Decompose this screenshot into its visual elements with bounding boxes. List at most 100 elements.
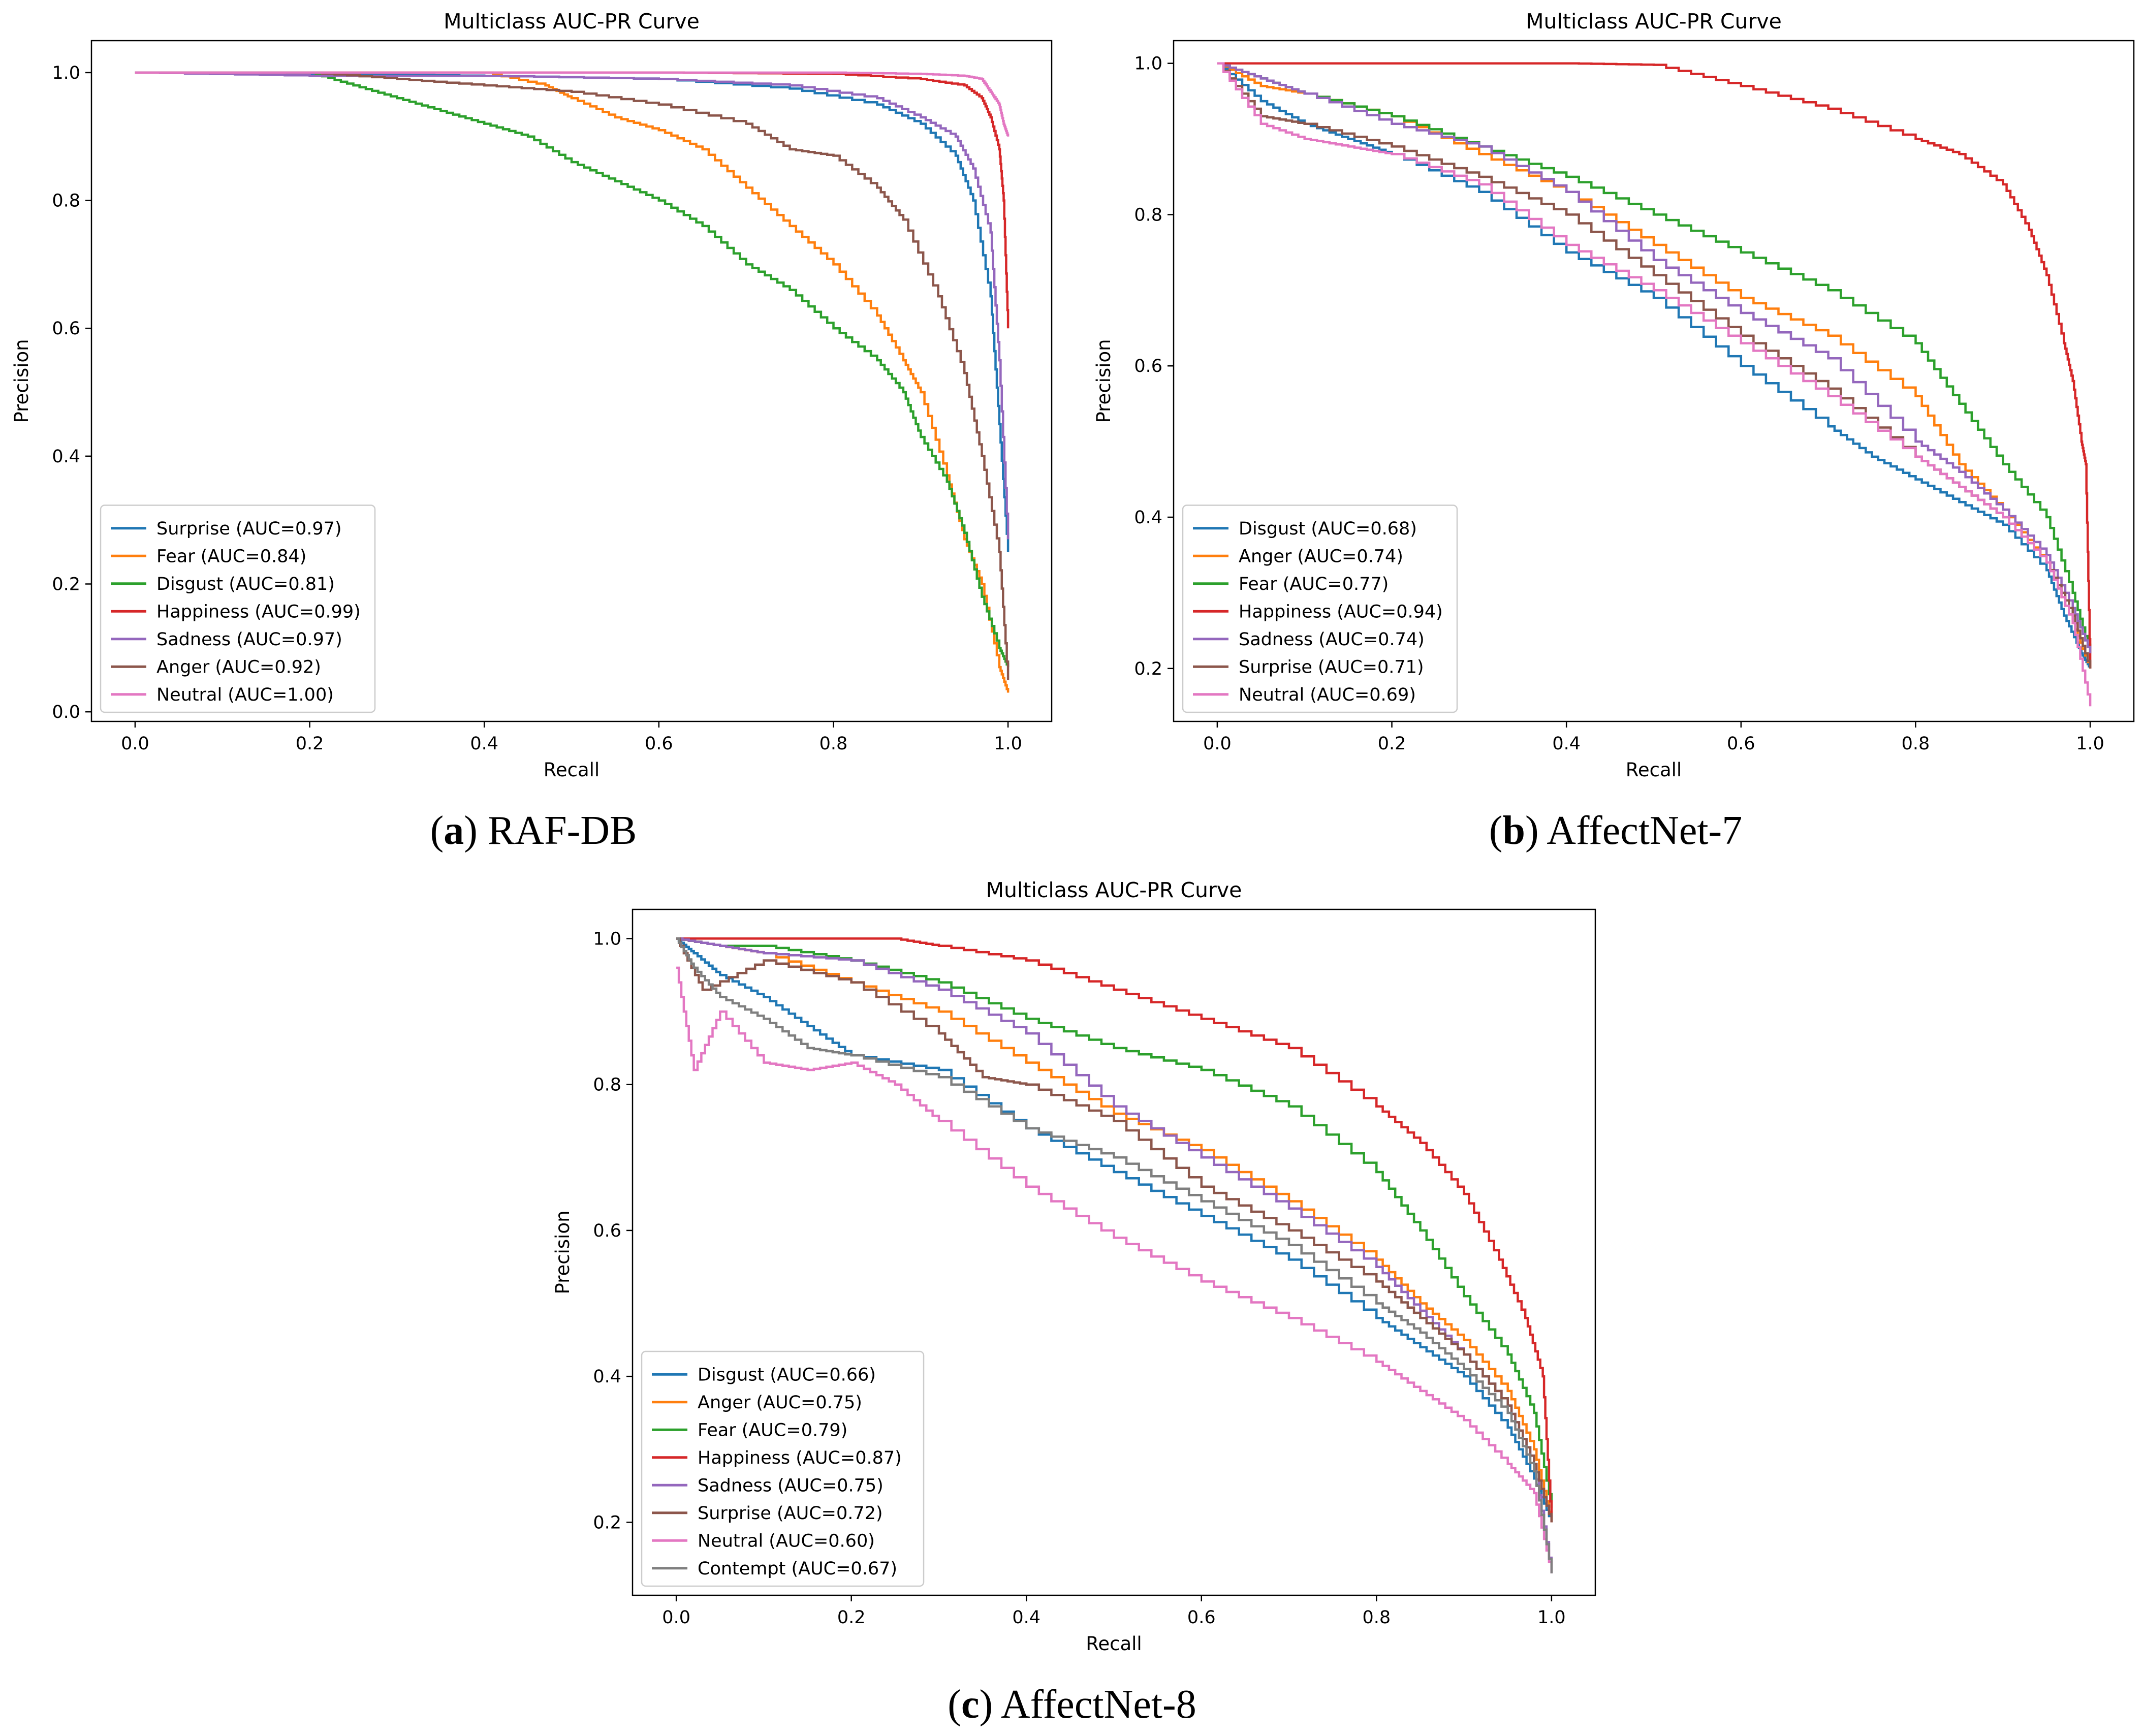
series-line-anger xyxy=(135,71,1010,680)
caption-a-text: RAF-DB xyxy=(487,808,637,853)
y-axis-label: Precision xyxy=(552,1210,574,1294)
legend: Disgust (AUC=0.66) Anger (AUC=0.75) Fear (… xyxy=(641,1350,925,1587)
y-tick-label: 0.2 xyxy=(52,574,80,594)
y-tick-label: 0.2 xyxy=(593,1512,621,1533)
y-tick-label: 0.4 xyxy=(52,447,80,467)
caption-b-text: AffectNet-7 xyxy=(1547,808,1743,853)
x-tick-label: 0.2 xyxy=(1378,734,1406,754)
legend-label: Fear (AUC=0.79) xyxy=(698,1420,847,1440)
y-axis-label: Precision xyxy=(11,339,33,423)
chart-panel-c: 0.0 0.2 0.4 0.6 0.8 1.0 0.2 0.4 0.6 0.8 1.0 Multicl… xyxy=(552,878,1596,1655)
legend-label: Fear (AUC=0.77) xyxy=(1239,574,1389,594)
x-tick-label: 0.8 xyxy=(1362,1607,1391,1628)
x-tick-label: 0.0 xyxy=(662,1607,690,1628)
caption-a-letter: a xyxy=(444,808,464,853)
legend-box xyxy=(1182,504,1458,713)
x-axis-label: Recall xyxy=(1626,759,1682,781)
x-tick-label: 1.0 xyxy=(994,734,1022,754)
legend: Disgust (AUC=0.68) Anger (AUC=0.74) Fear (… xyxy=(1182,504,1458,713)
series-line-neutral xyxy=(1217,62,2092,707)
x-tick-label: 0.8 xyxy=(1902,734,1930,754)
legend-label: Surprise (AUC=0.72) xyxy=(698,1503,883,1524)
legend-label: Anger (AUC=0.75) xyxy=(698,1393,862,1413)
x-tick-label: 0.8 xyxy=(819,734,848,754)
legend-label: Happiness (AUC=0.99) xyxy=(156,602,361,622)
series-line-neutral xyxy=(135,71,1010,137)
series-line-contempt xyxy=(676,937,1553,1573)
series-line-neutral xyxy=(676,966,1553,1573)
legend-box xyxy=(100,504,376,713)
legend-label: Disgust (AUC=0.68) xyxy=(1239,519,1417,539)
caption-c-text: AffectNet-8 xyxy=(1000,1682,1196,1727)
x-tick-label: 0.6 xyxy=(1727,734,1755,754)
series-lines xyxy=(1217,62,2092,707)
x-tick-label: 0.6 xyxy=(1187,1607,1216,1628)
series-line-fear xyxy=(676,937,1553,1508)
series-line-disgust xyxy=(135,71,1010,668)
x-axis-label: Recall xyxy=(1086,1633,1142,1655)
caption-c-letter: c xyxy=(961,1682,980,1727)
legend-label: Anger (AUC=0.74) xyxy=(1239,546,1403,566)
axes-frame xyxy=(632,908,1596,1596)
x-tick-label: 0.4 xyxy=(470,734,498,754)
series-line-happiness xyxy=(1217,62,2092,669)
y-tick-label: 0.4 xyxy=(593,1367,621,1387)
x-tick-label: 0.0 xyxy=(121,734,149,754)
y-tick-label: 0.8 xyxy=(1134,205,1162,225)
series-lines xyxy=(135,71,1010,693)
y-tick-label: 1.0 xyxy=(52,63,80,83)
series-lines xyxy=(676,937,1553,1573)
legend-box xyxy=(641,1350,925,1587)
y-tick-label: 0.6 xyxy=(1134,356,1162,376)
chart-title: Multiclass AUC-PR Curve xyxy=(444,9,700,34)
chart-panel-a: 0.0 0.2 0.4 0.6 0.8 1.0 0.0 0.2 0.4 0.6 0.8 1.0 Mult… xyxy=(11,9,1053,781)
chart-panel-b: 0.0 0.2 0.4 0.6 0.8 1.0 0.2 0.4 0.6 0.8 1.0 Multicl… xyxy=(1093,9,2135,781)
x-tick-label: 0.2 xyxy=(296,734,324,754)
y-tick-label: 0.6 xyxy=(52,319,80,339)
legend-label: Sadness (AUC=0.97) xyxy=(156,629,342,650)
legend: Surprise (AUC=0.97) Fear (AUC=0.84) Disgus… xyxy=(100,504,376,713)
legend-label: Sadness (AUC=0.75) xyxy=(698,1475,884,1496)
legend-label: Fear (AUC=0.84) xyxy=(156,546,306,566)
y-tick-label: 0.2 xyxy=(1134,659,1162,679)
legend-label: Surprise (AUC=0.71) xyxy=(1239,657,1424,677)
legend-label: Disgust (AUC=0.81) xyxy=(156,574,335,594)
y-tick-label: 0.4 xyxy=(1134,508,1162,528)
x-tick-label: 0.4 xyxy=(1012,1607,1041,1628)
y-tick-label: 0.8 xyxy=(52,191,80,211)
y-tick-label: 1.0 xyxy=(593,929,621,949)
legend-label: Disgust (AUC=0.66) xyxy=(698,1365,876,1385)
series-line-happiness xyxy=(676,937,1553,1523)
x-tick-label: 0.0 xyxy=(1203,734,1232,754)
legend-label: Surprise (AUC=0.97) xyxy=(156,519,342,539)
series-line-sadness xyxy=(1217,62,2092,653)
y-tick-label: 1.0 xyxy=(1134,54,1162,74)
legend-label: Happiness (AUC=0.94) xyxy=(1239,602,1443,622)
chart-title: Multiclass AUC-PR Curve xyxy=(986,878,1242,902)
y-axis-label: Precision xyxy=(1093,339,1115,423)
x-tick-label: 0.2 xyxy=(837,1607,866,1628)
x-tick-label: 0.4 xyxy=(1552,734,1581,754)
caption-b: (b) AffectNet-7 xyxy=(1489,808,1743,853)
y-tick-label: 0.8 xyxy=(593,1075,621,1095)
series-line-sadness xyxy=(135,71,1010,540)
axes-frame xyxy=(90,40,1053,722)
legend-label: Happiness (AUC=0.87) xyxy=(698,1448,902,1468)
caption-a: (a) RAF-DB xyxy=(430,808,637,853)
legend-label: Anger (AUC=0.92) xyxy=(156,657,321,677)
series-line-disgust xyxy=(1217,62,2092,669)
series-line-disgust xyxy=(676,937,1553,1523)
x-tick-label: 1.0 xyxy=(2076,734,2104,754)
x-tick-label: 0.6 xyxy=(645,734,673,754)
axes-frame xyxy=(1173,40,2135,722)
legend-label: Neutral (AUC=0.69) xyxy=(1239,685,1416,705)
caption-c: (c) AffectNet-8 xyxy=(948,1682,1196,1727)
legend-label: Neutral (AUC=0.60) xyxy=(698,1531,875,1551)
legend-label: Contempt (AUC=0.67) xyxy=(698,1559,897,1579)
legend-label: Neutral (AUC=1.00) xyxy=(156,685,334,705)
chart-title: Multiclass AUC-PR Curve xyxy=(1526,9,1782,34)
y-tick-label: 0.0 xyxy=(52,702,80,722)
series-line-fear xyxy=(1217,62,2092,653)
legend-label: Sadness (AUC=0.74) xyxy=(1239,629,1425,650)
